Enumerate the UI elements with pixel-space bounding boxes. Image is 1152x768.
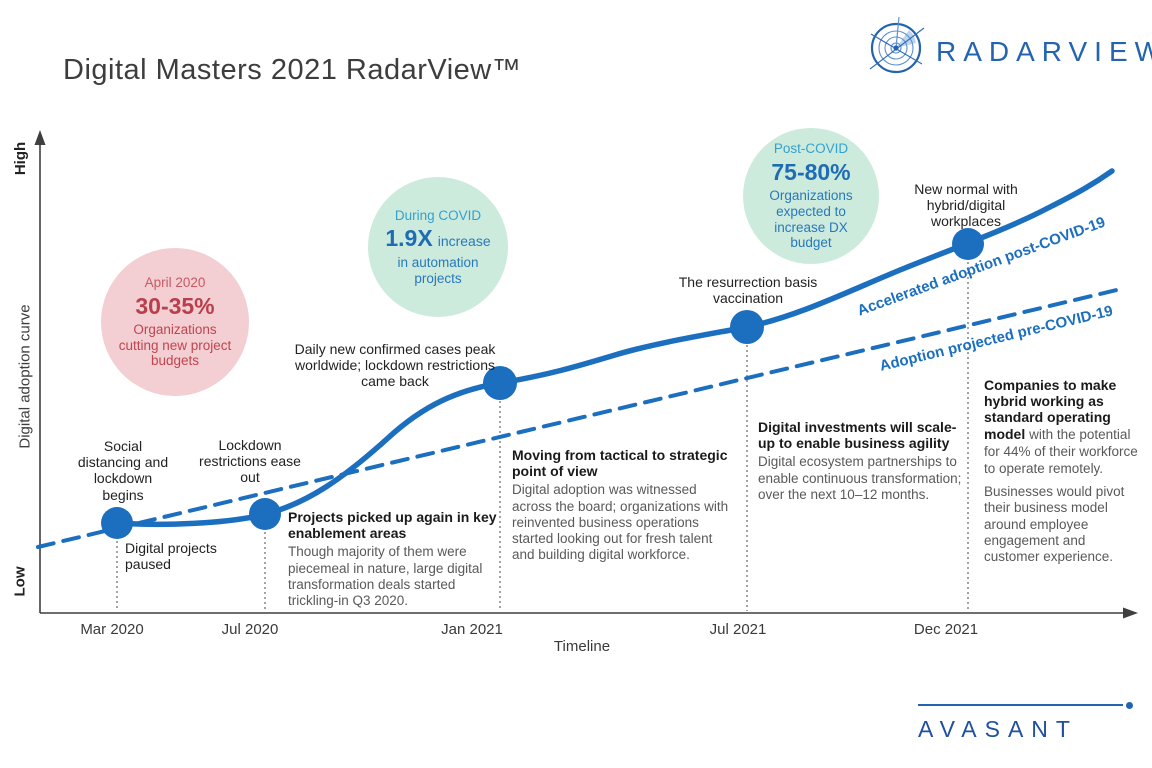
note-jan2021: Moving from tactical to strategic point … (512, 447, 730, 563)
callout-stat-tail: increase (437, 233, 491, 250)
note-title-mar2020: Digital projects paused (125, 540, 217, 573)
pre-covid-projection-line (36, 286, 1127, 549)
note-jul2020: Projects picked up again in key enableme… (288, 509, 500, 609)
callout-april-2020: April 2020 30-35% Organizations cutting … (101, 248, 249, 396)
data-point-dec2021 (952, 228, 984, 260)
avasant-rule (918, 702, 1136, 709)
note-body: Digital adoption was witnessed across th… (512, 482, 729, 563)
radarview-wordmark: RADARVIEW™ (936, 36, 1152, 67)
event-jul2021: The resurrection basis vaccination (678, 274, 818, 307)
data-point-jan2021 (483, 366, 517, 400)
note-body: Digital ecosystem partnerships to enable… (758, 454, 962, 502)
note-body-inline: with the potential for 44% of their work… (984, 426, 1138, 477)
x-tick-jul2020: Jul 2020 (221, 621, 279, 638)
callout-desc: in automation projects (397, 254, 479, 286)
x-axis-arrow-icon (1123, 607, 1138, 619)
data-point-jul2020 (249, 498, 281, 530)
data-point-mar2020 (101, 507, 133, 539)
note-jul2021: Digital investments will scale-up to ena… (758, 419, 973, 503)
note-dec2021: Companies to make hybrid working as stan… (984, 377, 1139, 565)
note-paragraph-1: Companies to make hybrid working as stan… (984, 377, 1139, 477)
avasant-wordmark: AVASANT (918, 716, 1078, 742)
callout-desc: Organizations expected to increase DX bu… (769, 187, 853, 251)
x-tick-dec2021: Dec 2021 (913, 621, 979, 638)
event-jul2020: Lockdown restrictions ease out (199, 437, 301, 486)
avasant-rule-line (918, 704, 1123, 706)
avasant-logo: AVASANT (918, 702, 1136, 743)
avasant-rule-dot (1126, 702, 1133, 709)
callout-stat-row: 1.9X increase (385, 223, 490, 254)
x-tick-jan2021: Jan 2021 (441, 621, 503, 638)
callout-stat: 30-35% (135, 292, 215, 319)
note-title: Projects picked up again in key enableme… (288, 509, 497, 542)
note-title: Moving from tactical to strategic point … (512, 447, 728, 480)
y-axis-arrow-icon (34, 130, 46, 145)
radarview-logo: RADARVIEW™ (866, 14, 1152, 80)
callout-desc: Organizations cutting new project budget… (118, 321, 232, 369)
callout-stat: 1.9X (385, 225, 433, 252)
callout-stat: 75-80% (771, 158, 851, 185)
note-body: Though majority of them were piecemeal i… (288, 544, 483, 609)
callout-post-covid: Post-COVID 75-80% Organizations expected… (743, 128, 879, 264)
event-jan2021: Daily new confirmed cases peak worldwide… (294, 341, 496, 390)
note-title: Digital investments will scale-up to ena… (758, 419, 957, 452)
radar-icon (869, 16, 925, 74)
callout-header: Post-COVID (773, 140, 849, 156)
page-title: Digital Masters 2021 RadarView™ (63, 54, 522, 86)
x-tick-mar2020: Mar 2020 (80, 621, 144, 638)
note-paragraph-2: Businesses would pivot their business mo… (984, 484, 1125, 565)
event-mar2020: Social distancing and lockdown begins (77, 438, 169, 503)
event-dec2021: New normal with hybrid/digital workplace… (914, 181, 1018, 230)
callout-during-covid: During COVID 1.9X increase in automation… (368, 177, 508, 317)
note-title: Companies to make hybrid working as stan… (984, 377, 1117, 442)
callout-header: April 2020 (144, 274, 206, 290)
x-axis-title: Timeline (553, 638, 611, 655)
y-axis-low-label: Low (11, 566, 29, 597)
y-axis-title: Digital adoption curve (16, 304, 34, 449)
data-point-jul2021 (730, 310, 764, 344)
y-axis-high-label: High (12, 141, 29, 176)
callout-header: During COVID (394, 207, 482, 223)
x-tick-jul2021: Jul 2021 (709, 621, 767, 638)
